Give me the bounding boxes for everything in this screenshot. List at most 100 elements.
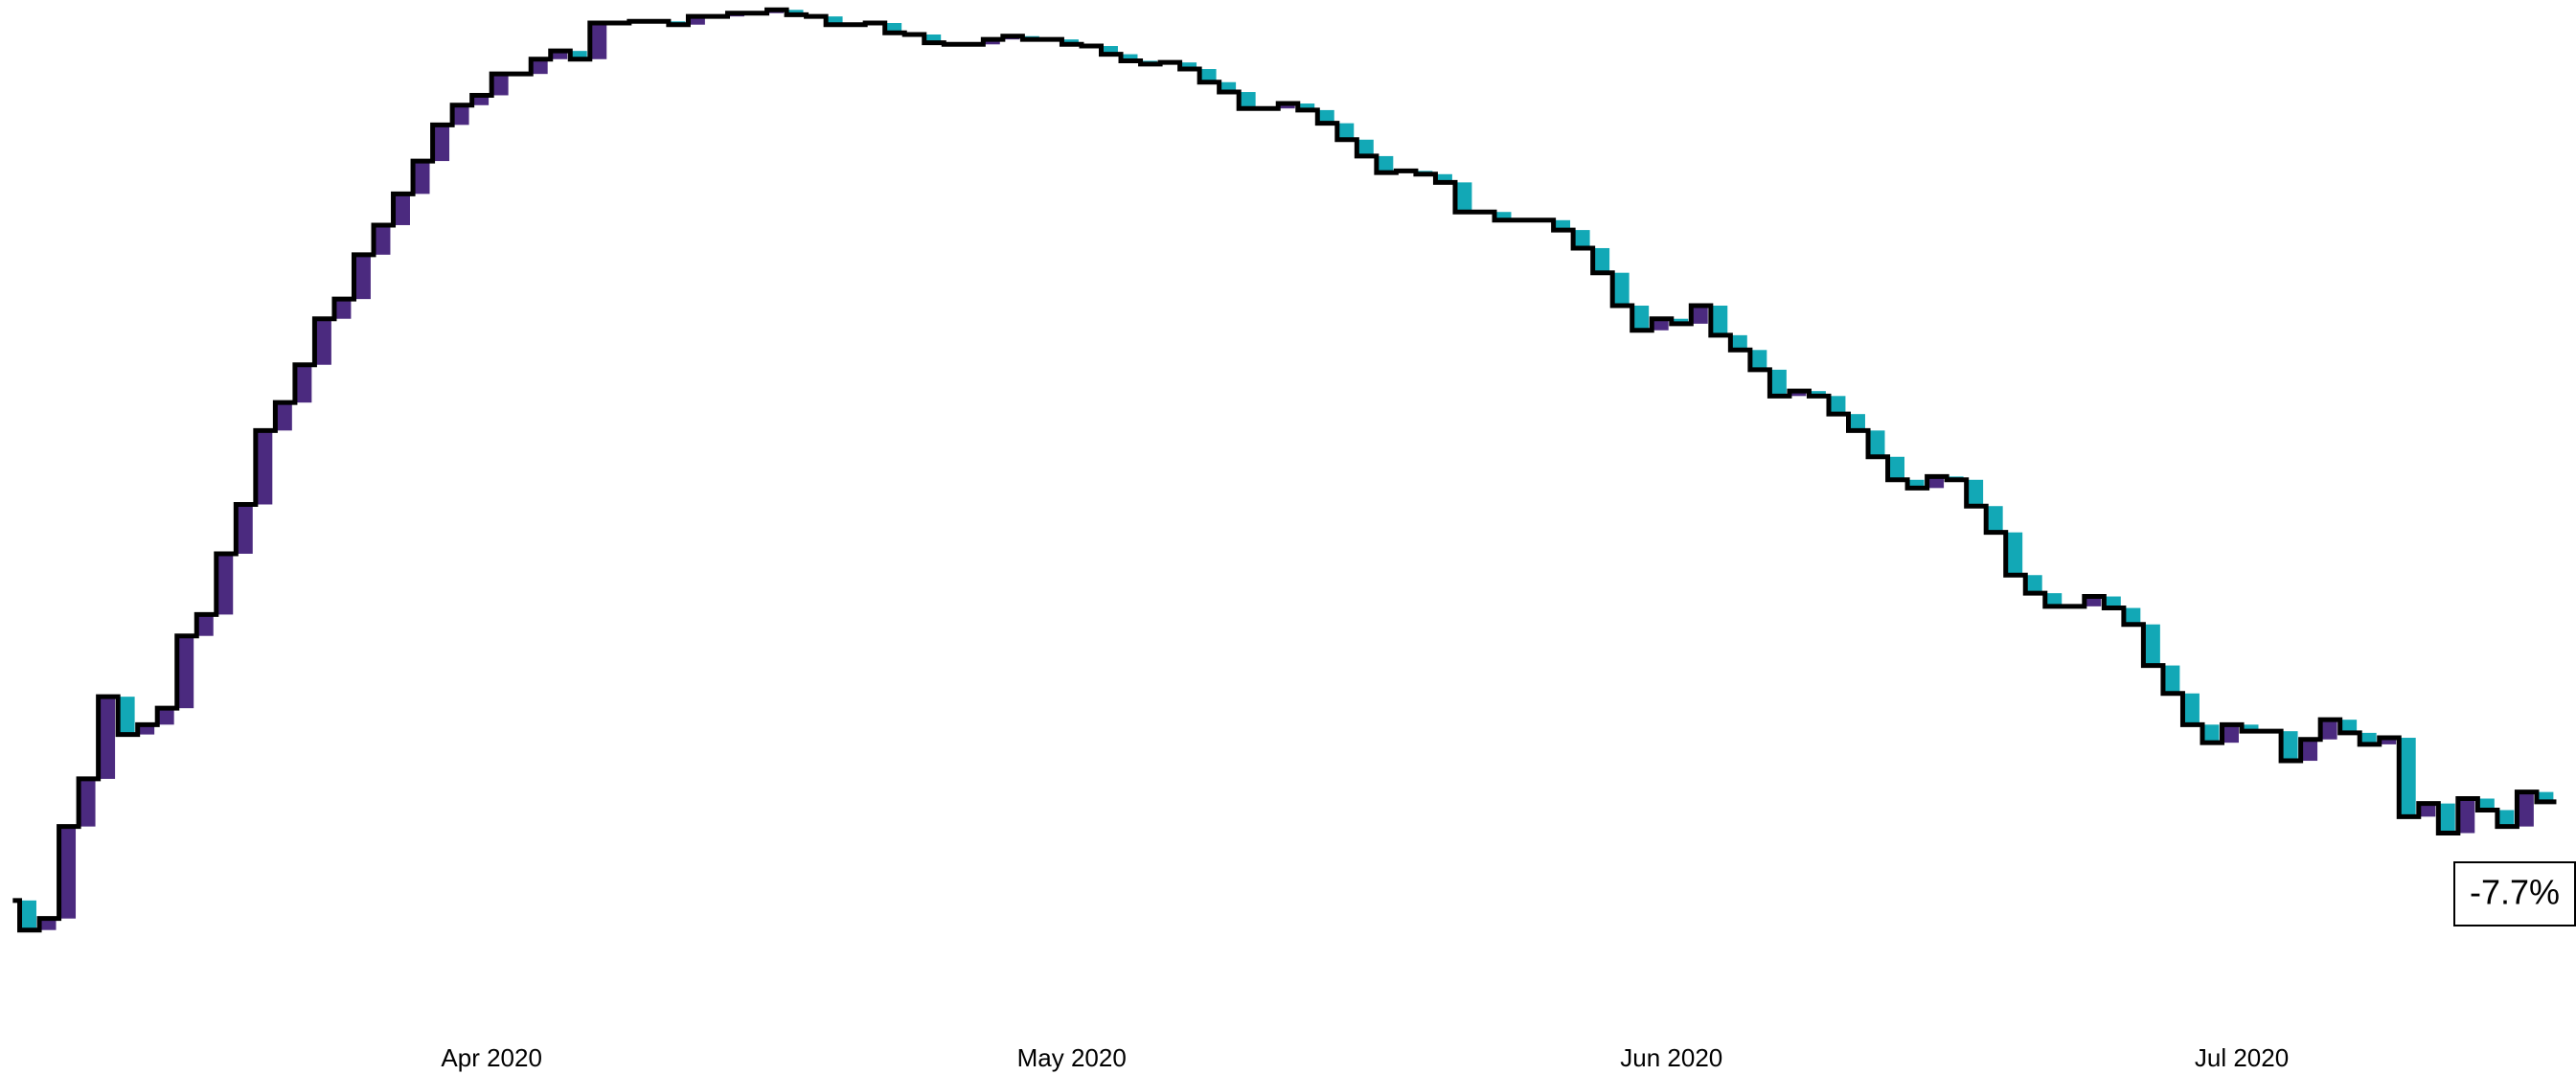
change-bar [1868, 430, 1885, 457]
change-bar [137, 724, 155, 735]
change-bar [374, 224, 391, 255]
change-bar [1848, 414, 1865, 431]
change-bar [255, 430, 273, 505]
change-bar [1317, 109, 1334, 124]
change-bar [786, 10, 804, 15]
change-bar [19, 900, 36, 930]
annotation-box [2453, 861, 2576, 926]
change-bar [413, 161, 430, 194]
change-bar [531, 58, 548, 75]
change-bar [1926, 476, 1945, 489]
change-bar [589, 23, 607, 59]
change-bar [353, 254, 371, 300]
change-bar [432, 125, 450, 162]
change-bar [2025, 575, 2042, 594]
change-bar [314, 318, 331, 365]
change-bar [1336, 123, 1355, 140]
change-bar [884, 23, 902, 34]
change-bar [1789, 391, 1807, 397]
change-bar [1101, 46, 1118, 55]
change-bar [2339, 720, 2358, 733]
change-bar [333, 299, 352, 319]
change-bar [2222, 724, 2239, 743]
change-bar [550, 51, 568, 59]
change-bar [1278, 103, 1295, 109]
change-bar [1376, 155, 1394, 173]
change-bar [98, 697, 116, 779]
change-bar [39, 918, 57, 930]
x-tick-label: Jul 2020 [2195, 1043, 2289, 1072]
change-bar [1297, 103, 1315, 110]
change-bar [2517, 791, 2534, 827]
change-bar [1809, 391, 1826, 397]
change-bar [1239, 92, 1256, 109]
change-bar [2418, 803, 2436, 817]
change-bar [196, 614, 214, 636]
change-bar [176, 635, 194, 709]
change-bar [2005, 532, 2023, 576]
change-bar [2104, 596, 2121, 608]
change-bar [2201, 724, 2220, 743]
change-bar [2162, 665, 2180, 694]
change-bar [1691, 305, 1708, 324]
change-bar [1612, 272, 1630, 306]
change-bar [58, 826, 77, 919]
change-bar [1435, 173, 1452, 183]
change-bar [1828, 396, 1846, 415]
change-bar [2123, 607, 2141, 625]
change-bar [688, 16, 705, 25]
change-bar [1592, 247, 1610, 273]
step-line [12, 7, 2557, 933]
change-bar [1061, 39, 1079, 45]
change-bar [236, 504, 253, 554]
change-bar [923, 34, 942, 43]
change-bar [2536, 791, 2554, 802]
change-bar [2084, 596, 2102, 606]
change-bar [1652, 318, 1669, 331]
change-bar [491, 74, 509, 96]
change-bar [1730, 334, 1747, 351]
change-bar [570, 51, 587, 59]
change-bar [2320, 720, 2337, 740]
change-bar [2044, 593, 2063, 606]
change-bar [275, 402, 292, 431]
change-bar [1356, 139, 1374, 156]
change-bar [2143, 624, 2160, 666]
change-bar [1199, 69, 1217, 82]
change-bar [393, 194, 410, 225]
change-bar [1553, 219, 1571, 231]
change-bar [1631, 305, 1650, 331]
change-bar [1573, 230, 1590, 248]
change-bar [1769, 369, 1787, 397]
change-bar [983, 39, 1000, 45]
change-bar [471, 95, 490, 105]
change-bar [1966, 479, 1984, 507]
annotation: -7.7% [2470, 873, 2560, 912]
change-bar [79, 778, 96, 827]
change-bar [1710, 305, 1728, 335]
change-bar [2477, 798, 2495, 811]
change-bar [2457, 798, 2475, 834]
change-bar [216, 553, 234, 615]
change-bar [452, 104, 469, 126]
change-bar [1907, 479, 1925, 489]
change-bar [1179, 62, 1197, 70]
x-tick-label: Jun 2020 [1620, 1043, 1722, 1072]
change-bar [1671, 318, 1689, 324]
x-tick-label: May 2020 [1017, 1043, 1127, 1072]
change-bar [2242, 724, 2259, 732]
change-bar [2438, 803, 2455, 834]
change-bar [2399, 738, 2416, 817]
change-bar [294, 364, 312, 403]
x-tick-label: Apr 2020 [441, 1043, 542, 1072]
change-bar [157, 708, 174, 725]
change-bar [1219, 81, 1237, 93]
change-bar [2359, 732, 2377, 744]
change-bar [1986, 506, 2003, 533]
change-bar [1494, 212, 1512, 220]
change-bar [2300, 739, 2318, 762]
change-bar [118, 697, 135, 735]
change-bar [2496, 810, 2515, 827]
